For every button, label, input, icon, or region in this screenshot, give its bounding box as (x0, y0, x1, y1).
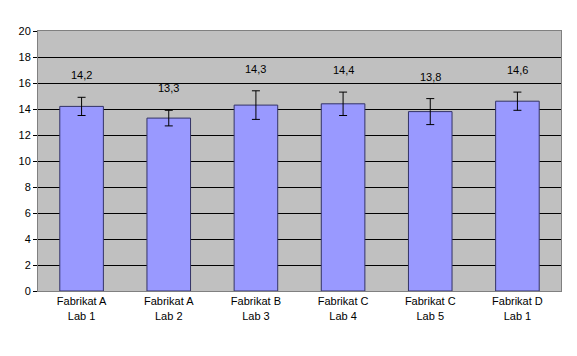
svg-text:8: 8 (25, 181, 31, 193)
svg-text:14,4: 14,4 (333, 64, 354, 76)
svg-text:2: 2 (25, 259, 31, 271)
svg-text:Fabrikat DLab 1: Fabrikat DLab 1 (492, 295, 543, 321)
svg-text:14,3: 14,3 (245, 63, 266, 75)
svg-text:14,6: 14,6 (507, 64, 528, 76)
svg-text:Fabrikat ALab 2: Fabrikat ALab 2 (144, 295, 194, 321)
svg-text:14,2: 14,2 (71, 69, 92, 81)
svg-text:Fabrikat CLab 5: Fabrikat CLab 5 (405, 295, 456, 321)
svg-text:13,8: 13,8 (420, 71, 441, 83)
svg-text:0: 0 (25, 285, 31, 297)
svg-text:6: 6 (25, 207, 31, 219)
svg-text:16: 16 (19, 77, 31, 89)
svg-text:Fabrikat CLab 4: Fabrikat CLab 4 (318, 295, 369, 321)
svg-text:4: 4 (25, 233, 31, 245)
svg-text:10: 10 (19, 155, 31, 167)
svg-text:Fabrikat BLab 3: Fabrikat BLab 3 (231, 295, 281, 321)
svg-text:20: 20 (19, 25, 31, 37)
svg-text:14: 14 (19, 103, 31, 115)
svg-text:12: 12 (19, 129, 31, 141)
svg-text:13,3: 13,3 (158, 82, 179, 94)
svg-text:Fabrikat ALab 1: Fabrikat ALab 1 (57, 295, 107, 321)
svg-text:18: 18 (19, 51, 31, 63)
